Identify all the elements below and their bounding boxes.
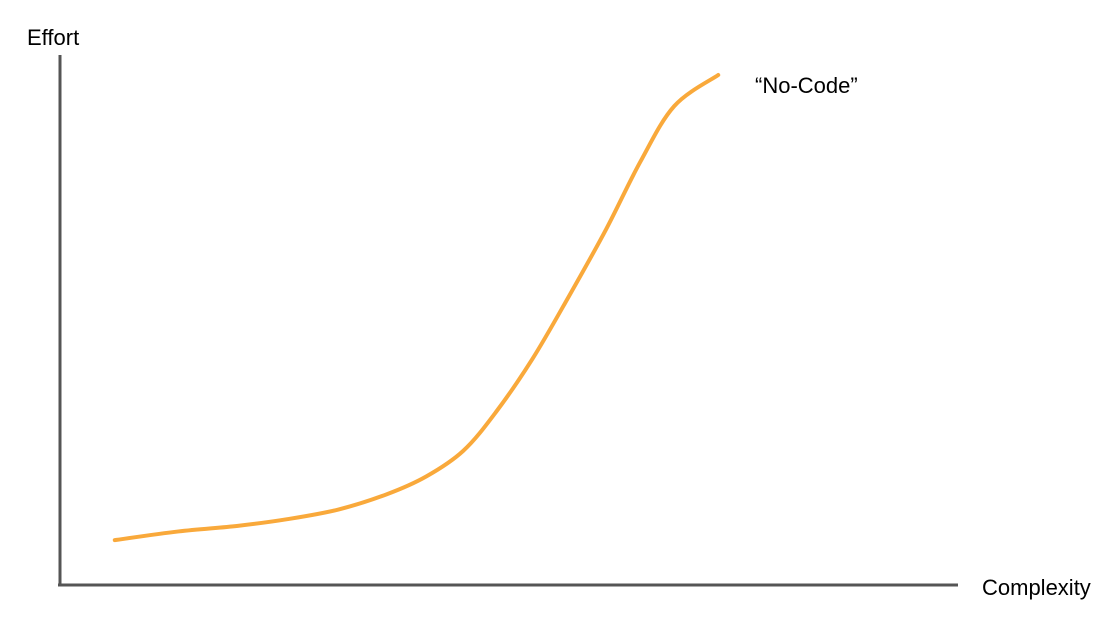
y-axis-label: Effort (27, 25, 80, 50)
no-code-effort-curve (112, 73, 721, 543)
x-axis-label: Complexity (982, 575, 1091, 600)
series-label-no-code: “No-Code” (755, 73, 858, 98)
